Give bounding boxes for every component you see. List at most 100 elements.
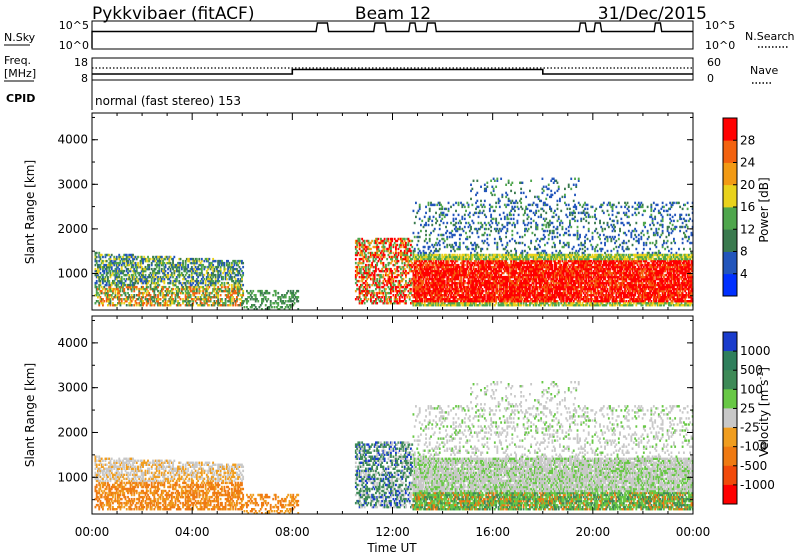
heatmap-cell <box>410 249 412 253</box>
heatmap-cell <box>460 201 462 205</box>
heatmap-cell <box>491 294 494 297</box>
heatmap-cell <box>422 285 425 289</box>
heatmap-cell <box>94 283 97 287</box>
heatmap-cell <box>445 255 447 259</box>
heatmap-cell <box>281 294 283 297</box>
heatmap-cell <box>223 265 226 269</box>
heatmap-cell <box>515 259 518 263</box>
heatmap-cell <box>453 277 456 281</box>
heatmap-cell <box>437 253 440 257</box>
heatmap-cell <box>524 283 526 287</box>
heatmap-cell <box>498 279 501 283</box>
heatmap-cell <box>493 291 496 295</box>
heatmap-cell <box>205 271 208 275</box>
heatmap-cell <box>117 283 119 287</box>
heatmap-cell <box>481 255 484 259</box>
heatmap-cell <box>367 289 370 293</box>
heatmap-cell <box>252 289 255 293</box>
heatmap-cell <box>410 251 412 255</box>
heatmap-cell <box>381 261 384 265</box>
heatmap-cell <box>390 241 392 245</box>
heatmap-cell <box>450 277 452 281</box>
heatmap-cell <box>470 253 472 257</box>
heatmap-cell <box>152 255 154 259</box>
heatmap-cell <box>487 255 490 259</box>
heatmap-cell <box>520 187 523 191</box>
heatmap-cell <box>169 263 172 267</box>
heatmap-cell <box>467 283 470 287</box>
heatmap-cell <box>378 253 381 257</box>
heatmap-cell <box>208 281 211 285</box>
heatmap-cell <box>395 269 397 273</box>
heatmap-cell <box>184 289 187 293</box>
heatmap-cell <box>466 263 469 267</box>
heatmap-cell <box>390 300 392 303</box>
heatmap-cell <box>401 285 404 289</box>
heatmap-cell <box>292 291 295 295</box>
heatmap-cell <box>441 296 444 299</box>
heatmap-cell <box>413 296 416 299</box>
heatmap-cell <box>473 298 476 301</box>
heatmap-cell <box>458 296 461 299</box>
heatmap-cell <box>421 289 424 293</box>
heatmap-cell <box>475 257 477 261</box>
heatmap-cell <box>486 302 489 305</box>
heatmap-cell <box>410 287 412 291</box>
heatmap-cell <box>488 277 491 281</box>
heatmap-cell <box>368 259 371 263</box>
heatmap-cell <box>431 275 434 279</box>
heatmap-cell <box>440 269 442 273</box>
heatmap-cell <box>223 281 226 285</box>
heatmap-cell <box>470 291 472 295</box>
heatmap-cell <box>169 275 172 279</box>
heatmap-cell <box>442 279 445 283</box>
heatmap-cell <box>231 298 233 301</box>
heatmap-cell <box>114 269 117 273</box>
heatmap-cell <box>227 287 230 291</box>
heatmap-cell <box>118 302 121 305</box>
heatmap-cell <box>488 283 491 287</box>
heatmap-cell <box>173 265 176 269</box>
heatmap-cell <box>109 263 112 267</box>
heatmap-cell <box>436 300 439 303</box>
heatmap-cell <box>473 227 476 231</box>
heatmap-cell <box>123 291 126 295</box>
heatmap-cell <box>451 233 454 237</box>
heatmap-cell <box>498 291 501 295</box>
heatmap-cell <box>437 289 440 293</box>
heatmap-cell <box>154 263 157 267</box>
heatmap-cell <box>488 261 491 265</box>
heatmap-cell <box>470 269 472 273</box>
heatmap-cell <box>453 271 456 275</box>
heatmap-cell <box>251 296 253 299</box>
heatmap-cell <box>185 257 188 261</box>
heatmap-cell <box>482 253 485 257</box>
heatmap-cell <box>430 294 432 297</box>
heatmap-cell <box>431 291 434 295</box>
heatmap-cell <box>204 283 207 287</box>
heatmap-cell <box>415 291 417 295</box>
heatmap-cell <box>144 298 147 301</box>
heatmap-cell <box>175 277 178 281</box>
heatmap-cell <box>445 287 447 291</box>
heatmap-cell <box>462 265 465 269</box>
heatmap-cell <box>109 259 112 263</box>
heatmap-cell <box>236 279 238 283</box>
heatmap-cell <box>372 302 375 305</box>
heatmap-cell <box>277 296 280 299</box>
heatmap-cell <box>455 209 457 213</box>
heatmap-cell <box>203 296 206 299</box>
heatmap-cell <box>356 271 359 275</box>
heatmap-cell <box>471 219 474 223</box>
heatmap-cell <box>463 217 466 221</box>
heatmap-cell <box>226 271 228 275</box>
heatmap-cell <box>398 273 401 277</box>
heatmap-cell <box>468 275 471 279</box>
heatmap-cell <box>157 302 159 305</box>
heatmap-cell <box>208 261 211 265</box>
heatmap-cell <box>372 265 375 269</box>
heatmap-cell <box>455 267 457 271</box>
heatmap-cell <box>505 289 508 293</box>
heatmap-cell <box>477 267 480 271</box>
heatmap-cell <box>476 271 479 275</box>
